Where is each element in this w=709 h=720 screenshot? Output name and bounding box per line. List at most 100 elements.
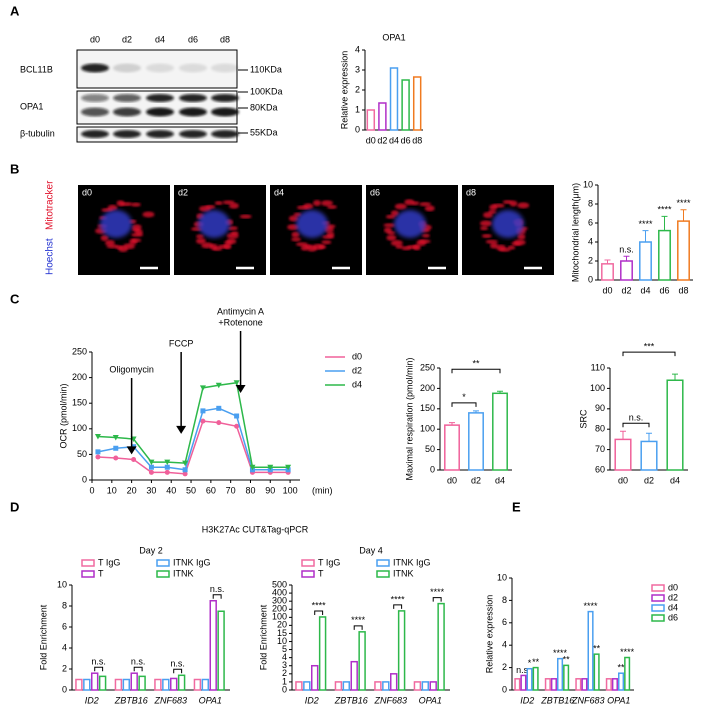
- significance: ****: [553, 648, 568, 658]
- bar: [401, 79, 410, 131]
- mito-signal: [421, 233, 430, 238]
- x-tick-label: d6: [401, 135, 411, 145]
- marker: [182, 460, 189, 467]
- bracket: [314, 610, 324, 615]
- x-tick-label: ZBTB16: [334, 695, 368, 705]
- nucleus: [296, 210, 328, 238]
- bar: [350, 660, 358, 691]
- bar: [605, 678, 612, 691]
- y-axis-label: Fold Enrichment: [258, 604, 268, 670]
- significance: n.s.: [131, 657, 146, 667]
- y-tick-label: 0: [588, 274, 593, 284]
- bar: [492, 392, 508, 471]
- y-tick-label: 5: [282, 644, 287, 654]
- y-axis-label: Fold Enrichment: [38, 604, 48, 670]
- mito-signal: [419, 202, 432, 207]
- annotation-arrowhead: [235, 384, 246, 393]
- chart-title: Day 2: [139, 545, 163, 555]
- mito-signal: [306, 245, 317, 252]
- x-tick-label: 20: [127, 485, 137, 495]
- x-tick-label: d6: [659, 285, 669, 295]
- significance: n.s.: [619, 245, 634, 255]
- blot-band: [81, 107, 109, 117]
- image-label: d8: [466, 187, 476, 197]
- y-tick-label: 2: [62, 663, 67, 673]
- panel-label: D: [10, 499, 19, 514]
- legend-swatch: [301, 570, 315, 578]
- marker: [200, 408, 206, 414]
- marker-label: 55KDa: [250, 127, 278, 137]
- error-bar: [497, 390, 503, 394]
- bar: [75, 678, 83, 691]
- row-label: BCL11B: [20, 64, 53, 74]
- bar: [130, 672, 138, 691]
- mito-signal: [390, 210, 399, 217]
- annotation-arrowhead: [176, 425, 187, 434]
- x-tick-label: d4: [640, 285, 650, 295]
- x-tick-label: d4: [389, 135, 399, 145]
- x-tick-label: ZNF683: [571, 695, 605, 705]
- mito-signal: [424, 205, 435, 212]
- mito-signal: [199, 205, 212, 212]
- x-tick-label: d8: [412, 135, 422, 145]
- x-tick-label: ID2: [305, 695, 319, 705]
- error-bar: [646, 432, 652, 442]
- y-tick-label: 1: [282, 676, 287, 686]
- bar: [575, 678, 582, 691]
- bar: [550, 678, 557, 691]
- lane-label: d0: [90, 34, 100, 44]
- y-tick-label: 0: [62, 684, 67, 694]
- legend-swatch: [156, 570, 170, 578]
- y-tick-label: 70: [595, 444, 605, 454]
- x-tick-label: OPA1: [607, 695, 630, 705]
- bracket: [212, 594, 222, 599]
- stain-label: Hoechst: [45, 238, 56, 275]
- legend-label: T: [318, 568, 324, 578]
- y-tick-label: 0: [82, 474, 87, 484]
- mito-signal: [130, 202, 141, 207]
- significance: **: [472, 359, 480, 369]
- bar: [389, 67, 399, 131]
- mito-signal: [481, 233, 492, 238]
- legend-swatch: [301, 559, 315, 567]
- significance: ****: [620, 647, 635, 657]
- nucleus: [394, 210, 426, 238]
- x-tick-label: d0: [602, 285, 612, 295]
- y-tick-label: 8: [588, 198, 593, 208]
- y-tick-label: 0: [355, 124, 360, 134]
- legend-label: d0: [668, 582, 678, 592]
- marker: [95, 449, 101, 455]
- y-axis-label: SRC: [578, 409, 588, 429]
- x-tick-label: d0: [447, 475, 457, 485]
- legend-label: d2: [352, 365, 362, 375]
- legend-label: d0: [352, 351, 362, 361]
- y-tick-label: 0: [282, 684, 287, 694]
- significance: ****: [351, 615, 366, 625]
- y-tick-label: 3: [355, 64, 360, 74]
- significance: ****: [657, 205, 672, 215]
- x-tick-label: d0: [618, 475, 628, 485]
- bar: [620, 260, 633, 281]
- mito-signal: [131, 238, 142, 243]
- mito-signal: [395, 244, 404, 249]
- bar: [429, 681, 437, 691]
- legend-label: T IgG: [318, 557, 340, 567]
- bar: [209, 600, 217, 691]
- y-tick-label: 100: [590, 383, 605, 393]
- y-tick-label: 100: [272, 612, 287, 622]
- marker-label: 80KDa: [250, 102, 278, 112]
- mito-signal: [131, 224, 142, 231]
- marker: [95, 454, 101, 460]
- legend-label: T IgG: [98, 557, 120, 567]
- marker: [182, 471, 188, 477]
- marker: [216, 405, 222, 411]
- bar: [437, 602, 445, 691]
- significance: ****: [391, 594, 406, 604]
- bar: [318, 616, 327, 691]
- mito-signal: [134, 229, 143, 236]
- mito-signal: [418, 239, 431, 244]
- y-tick-label: 10: [57, 579, 67, 589]
- bar: [587, 610, 594, 691]
- legend-swatch: [81, 559, 95, 567]
